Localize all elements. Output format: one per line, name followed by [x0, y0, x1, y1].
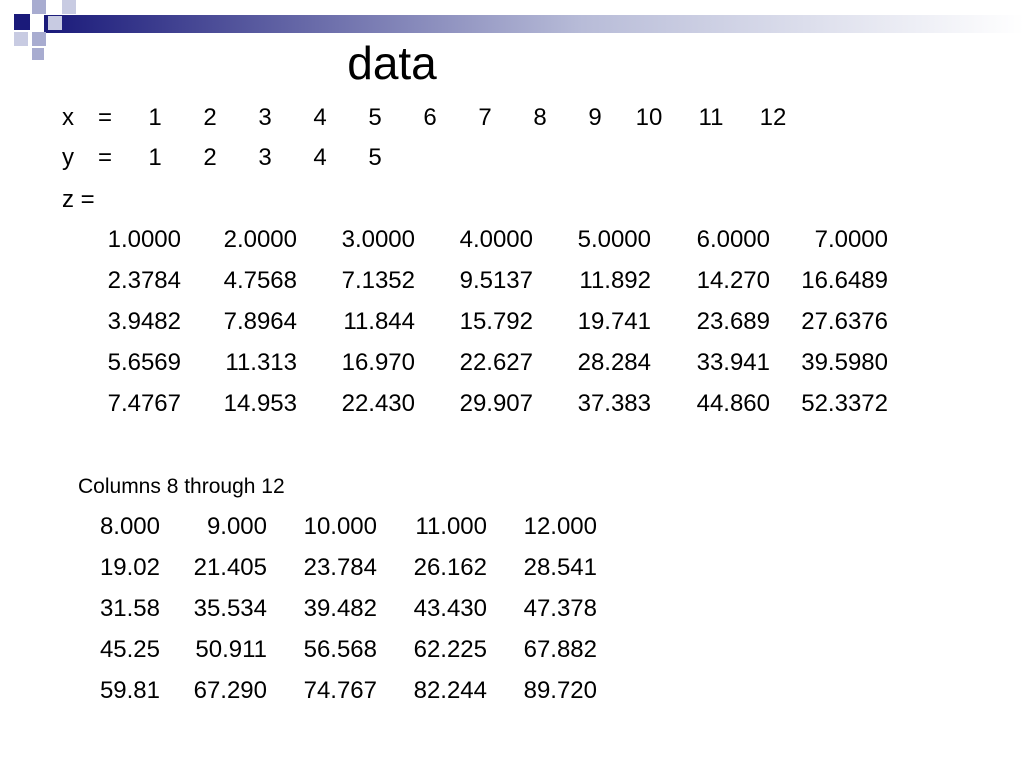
vector-value: 10 [635, 104, 663, 131]
matrix-cell: 62.225 [413, 636, 487, 663]
matrix-cell: 7.4767 [107, 390, 181, 417]
matrix-cell: 2.3784 [107, 267, 181, 294]
matrix-cell: 23.689 [696, 308, 770, 335]
matrix-cell: 82.244 [413, 677, 487, 704]
matrix-cell: 2.0000 [223, 226, 297, 253]
matrix-cell: 3.0000 [341, 226, 415, 253]
vector-value: 3 [258, 144, 272, 171]
matrix-cell: 9.5137 [459, 267, 533, 294]
matrix-cell: 67.290 [193, 677, 267, 704]
matrix-cell: 4.7568 [223, 267, 297, 294]
var-label: z = [62, 186, 95, 213]
var-label: x [62, 104, 74, 131]
matrix-cell: 22.627 [459, 349, 533, 376]
header-decoration [14, 0, 1024, 60]
matrix-cell: 7.0000 [814, 226, 888, 253]
matrix-cell: 11.844 [343, 308, 415, 335]
vector-value: 4 [313, 144, 327, 171]
vector-value: 12 [759, 104, 787, 131]
matrix-cell: 9.000 [206, 513, 267, 540]
matrix-cell: 28.284 [577, 349, 651, 376]
matrix-cell: 31.58 [99, 595, 160, 622]
matrix-cell: 35.534 [193, 595, 267, 622]
matrix-cell: 12.000 [523, 513, 597, 540]
matrix-cell: 67.882 [523, 636, 597, 663]
matrix-cell: 45.25 [99, 636, 160, 663]
vector-value: 8 [533, 104, 547, 131]
matrix-cell: 6.0000 [696, 226, 770, 253]
matrix-cell: 7.8964 [223, 308, 297, 335]
vector-value: 1 [148, 104, 162, 131]
matrix-cell: 43.430 [413, 595, 487, 622]
matrix-cell: 50.911 [195, 636, 267, 663]
matrix-cell: 26.162 [413, 554, 487, 581]
vector-value: 6 [423, 104, 437, 131]
matrix-cell: 11.313 [225, 349, 297, 376]
matrix-cell: 44.860 [696, 390, 770, 417]
matrix-cell: 52.3372 [801, 390, 888, 417]
slide-title: data [347, 37, 437, 89]
matrix-cell: 7.1352 [341, 267, 415, 294]
matrix-cell: 10.000 [303, 513, 377, 540]
matrix-cell: 14.953 [223, 390, 297, 417]
matrix-cell: 16.970 [341, 349, 415, 376]
matrix-cell: 11.000 [415, 513, 487, 540]
matrix-cell: 22.430 [341, 390, 415, 417]
matrix-cell: 5.6569 [107, 349, 181, 376]
matrix-cell: 15.792 [459, 308, 533, 335]
var-label: y [62, 144, 74, 171]
equals-sign: = [98, 104, 113, 131]
matrix-cell: 4.0000 [459, 226, 533, 253]
matrix-cell: 89.720 [523, 677, 597, 704]
vector-value: 2 [203, 144, 217, 171]
matrix-cell: 3.9482 [107, 308, 181, 335]
matrix-cell: 21.405 [193, 554, 267, 581]
vector-value: 11 [698, 104, 724, 131]
matrix-cell: 29.907 [459, 390, 533, 417]
vector-value: 9 [588, 104, 602, 131]
matrix-cell: 56.568 [303, 636, 377, 663]
matrix-cell: 28.541 [523, 554, 597, 581]
matrix-cell: 16.6489 [801, 267, 888, 294]
matrix-cell: 23.784 [303, 554, 377, 581]
matrix-cell: 33.941 [696, 349, 770, 376]
vector-value: 4 [313, 104, 327, 131]
vector-value: 1 [148, 144, 162, 171]
matrix-cell: 39.482 [303, 595, 377, 622]
matrix-cell: 19.02 [99, 554, 160, 581]
matrix-cell: 1.0000 [107, 226, 181, 253]
vector-value: 5 [368, 144, 382, 171]
matrix-cell: 19.741 [577, 308, 651, 335]
matrix-cell: 11.892 [579, 267, 651, 294]
matrix-cell: 74.767 [303, 677, 377, 704]
matrix-cell: 5.0000 [577, 226, 651, 253]
matrix-cell: 8.000 [99, 513, 160, 540]
matrix-cell: 37.383 [577, 390, 651, 417]
matrix-cell: 27.6376 [801, 308, 888, 335]
matrix-cell: 39.5980 [801, 349, 888, 376]
vector-value: 5 [368, 104, 382, 131]
vector-value: 2 [203, 104, 217, 131]
vector-value: 7 [478, 104, 492, 131]
matrix-cell: 14.270 [696, 267, 770, 294]
columns-caption: Columns 8 through 12 [78, 475, 285, 498]
vector-value: 3 [258, 104, 272, 131]
equals-sign: = [98, 144, 113, 171]
matrix-cell: 59.81 [99, 677, 160, 704]
matrix-cell: 47.378 [523, 595, 597, 622]
